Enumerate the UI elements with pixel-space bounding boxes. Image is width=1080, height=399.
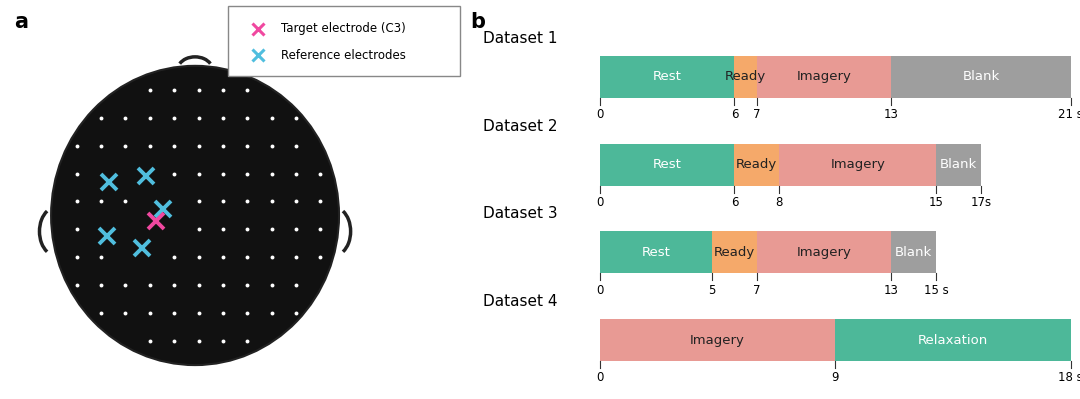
Text: 21 s: 21 s xyxy=(1058,108,1080,121)
Text: Reference electrodes: Reference electrodes xyxy=(281,49,406,61)
Text: Blank: Blank xyxy=(962,70,1000,83)
Bar xyxy=(757,231,891,273)
Text: Relaxation: Relaxation xyxy=(918,334,988,347)
Bar xyxy=(734,56,757,98)
Bar xyxy=(936,144,981,186)
Text: 7: 7 xyxy=(753,108,760,121)
Bar xyxy=(712,231,757,273)
Text: a: a xyxy=(14,12,28,32)
Text: Imagery: Imagery xyxy=(831,158,886,171)
Text: 15: 15 xyxy=(929,196,944,209)
Text: 17s: 17s xyxy=(971,196,991,209)
Bar xyxy=(734,144,780,186)
Text: 13: 13 xyxy=(883,108,899,121)
Text: 18 s: 18 s xyxy=(1058,371,1080,385)
Text: 13: 13 xyxy=(883,284,899,297)
Bar xyxy=(757,56,891,98)
Bar xyxy=(891,231,936,273)
Text: 7: 7 xyxy=(753,284,760,297)
FancyBboxPatch shape xyxy=(228,6,460,76)
Text: Dataset 4: Dataset 4 xyxy=(483,294,557,309)
Text: Blank: Blank xyxy=(940,158,977,171)
Text: Blank: Blank xyxy=(895,246,932,259)
Bar xyxy=(891,56,1070,98)
Bar xyxy=(599,319,835,361)
Text: Dataset 1: Dataset 1 xyxy=(483,31,557,46)
Text: 5: 5 xyxy=(708,284,716,297)
Text: 0: 0 xyxy=(596,196,604,209)
Bar xyxy=(835,319,1070,361)
Text: Ready: Ready xyxy=(714,246,755,259)
Text: b: b xyxy=(471,12,486,32)
Text: 6: 6 xyxy=(731,108,738,121)
Text: Rest: Rest xyxy=(642,246,671,259)
Text: Imagery: Imagery xyxy=(797,246,851,259)
Text: 15 s: 15 s xyxy=(923,284,948,297)
Text: 9: 9 xyxy=(832,371,839,385)
Bar xyxy=(599,56,734,98)
Text: Imagery: Imagery xyxy=(690,334,745,347)
Text: Imagery: Imagery xyxy=(797,70,851,83)
Text: 0: 0 xyxy=(596,284,604,297)
Text: Dataset 3: Dataset 3 xyxy=(483,206,557,221)
Text: 0: 0 xyxy=(596,371,604,385)
Bar xyxy=(599,231,712,273)
Bar xyxy=(599,144,734,186)
Text: 0: 0 xyxy=(596,108,604,121)
Text: Target electrode (C3): Target electrode (C3) xyxy=(281,22,406,35)
Text: 8: 8 xyxy=(775,196,783,209)
Ellipse shape xyxy=(51,66,339,365)
Text: Ready: Ready xyxy=(737,158,778,171)
Text: 6: 6 xyxy=(731,196,738,209)
Text: Ready: Ready xyxy=(725,70,766,83)
Bar xyxy=(780,144,936,186)
Text: Rest: Rest xyxy=(652,70,681,83)
Text: Dataset 2: Dataset 2 xyxy=(483,119,557,134)
Text: Rest: Rest xyxy=(652,158,681,171)
